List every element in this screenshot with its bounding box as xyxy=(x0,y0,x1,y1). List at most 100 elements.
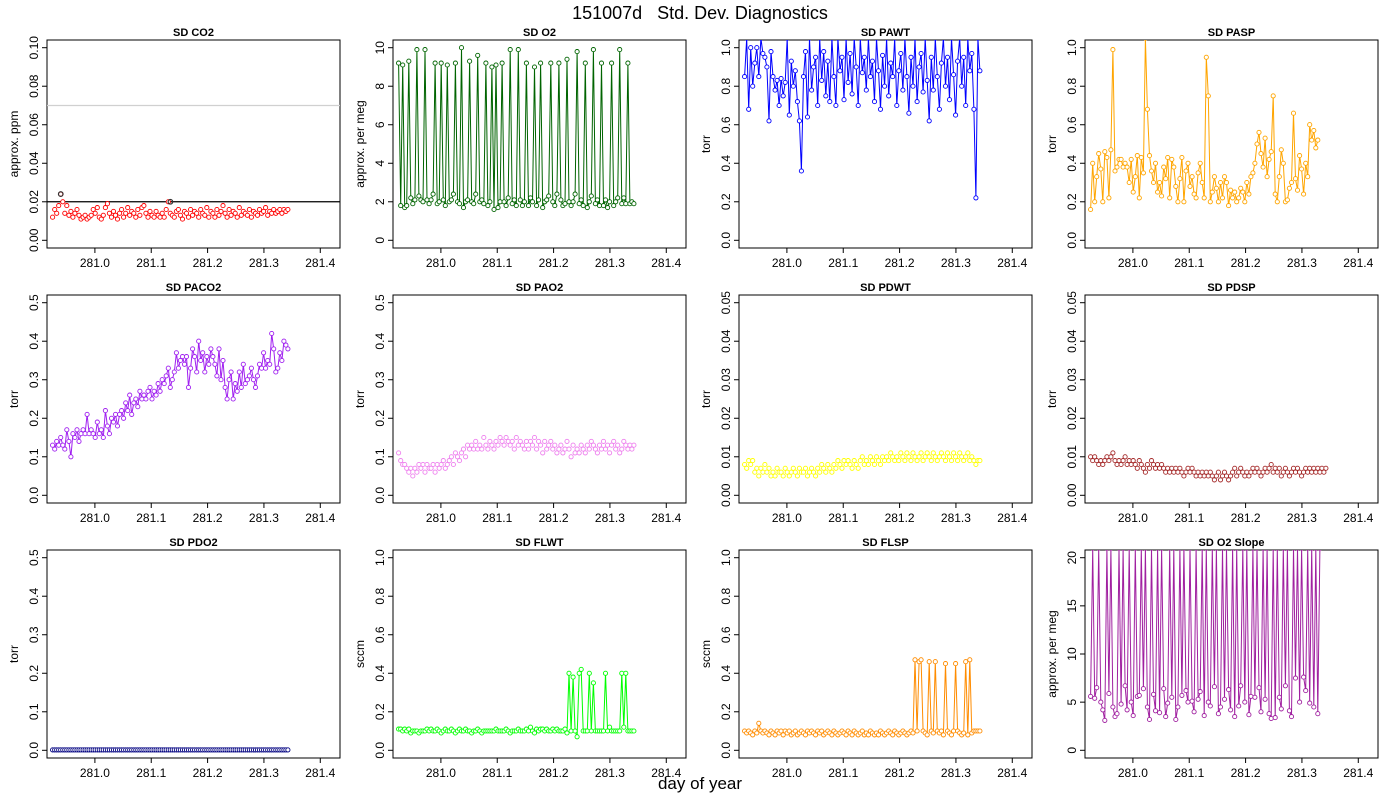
data-point xyxy=(175,365,181,371)
data-point xyxy=(467,58,473,64)
data-point xyxy=(256,361,263,367)
data-point xyxy=(444,62,450,68)
data-point xyxy=(1280,160,1286,166)
data-point xyxy=(90,206,96,213)
data-point xyxy=(92,210,98,216)
data-point xyxy=(60,442,66,448)
data-point xyxy=(460,446,467,452)
data-point xyxy=(232,210,238,216)
data-point xyxy=(859,454,865,460)
data-point xyxy=(586,199,592,205)
data-point xyxy=(574,446,580,452)
data-point xyxy=(609,442,615,448)
x-tick-label: 281.0 xyxy=(1118,766,1148,780)
data-point xyxy=(70,431,76,437)
data-point xyxy=(584,442,590,448)
data-point xyxy=(521,199,527,205)
data-point xyxy=(1152,160,1159,166)
data-point xyxy=(794,99,800,105)
data-point xyxy=(1157,710,1163,716)
data-point xyxy=(802,49,809,55)
data-point xyxy=(1228,473,1234,479)
data-point xyxy=(1246,473,1252,479)
data-point xyxy=(594,197,600,203)
y-tick-label: 0.3 xyxy=(27,371,41,388)
data-point xyxy=(1117,550,1121,551)
data-point xyxy=(558,197,564,203)
data-point xyxy=(1106,458,1112,464)
y-axis-label: torr xyxy=(7,390,21,408)
data-point xyxy=(123,400,129,406)
data-point xyxy=(509,438,515,444)
data-point xyxy=(159,210,165,216)
data-point xyxy=(859,70,865,76)
data-point xyxy=(831,74,837,80)
data-point xyxy=(605,205,611,211)
y-tick-label: 0.8 xyxy=(719,78,733,95)
data-point xyxy=(1240,189,1246,195)
data-point xyxy=(1112,168,1118,174)
data-point xyxy=(159,377,165,383)
x-tick-label: 281.0 xyxy=(772,511,802,525)
data-point xyxy=(1088,693,1094,699)
data-point xyxy=(171,369,177,375)
data-point xyxy=(898,50,904,57)
panel-title: SD PDSP xyxy=(1207,282,1255,294)
data-point xyxy=(562,726,568,732)
data-point xyxy=(1246,191,1252,197)
data-point xyxy=(1150,179,1157,186)
x-tick-label: 281.2 xyxy=(885,766,915,780)
data-point xyxy=(1241,550,1245,551)
data-point xyxy=(1301,191,1307,197)
data-point xyxy=(1276,465,1282,471)
y-tick-label: 0.6 xyxy=(719,626,733,643)
data-point xyxy=(62,446,68,452)
y-tick-label: 0.0 xyxy=(1065,232,1079,249)
y-tick-label: 0.8 xyxy=(719,588,733,605)
data-point xyxy=(194,369,200,375)
data-point xyxy=(762,461,768,468)
data-point xyxy=(916,64,922,70)
x-tick-label: 281.3 xyxy=(249,256,279,270)
data-point xyxy=(1140,465,1146,471)
data-point xyxy=(1238,465,1244,471)
data-point xyxy=(212,361,218,367)
data-point xyxy=(497,434,503,441)
data-point xyxy=(1323,465,1329,471)
data-point xyxy=(942,661,949,667)
data-point xyxy=(910,83,916,89)
data-point xyxy=(888,450,894,456)
data-point xyxy=(1254,465,1260,471)
data-point xyxy=(938,60,944,66)
data-point xyxy=(1285,550,1290,551)
data-point xyxy=(1234,473,1240,479)
data-point xyxy=(1250,170,1256,176)
y-tick-label: 0.5 xyxy=(27,549,41,566)
data-point xyxy=(1132,174,1138,180)
data-point xyxy=(1143,40,1148,41)
data-point xyxy=(1090,160,1096,166)
data-point xyxy=(1106,195,1112,201)
data-point xyxy=(1122,160,1128,166)
data-point xyxy=(880,52,886,58)
x-tick-label: 281.1 xyxy=(828,511,858,525)
data-point xyxy=(489,442,495,448)
data-point xyxy=(521,446,527,452)
data-point xyxy=(1122,683,1128,689)
data-point xyxy=(748,461,754,468)
data-point xyxy=(94,419,100,425)
data-point xyxy=(396,60,402,66)
data-point xyxy=(550,199,556,205)
data-point xyxy=(1295,550,1300,551)
data-point xyxy=(220,357,226,364)
data-point xyxy=(436,199,442,205)
data-point xyxy=(418,465,424,471)
y-tick-label: 0.4 xyxy=(373,665,387,682)
data-point xyxy=(513,434,519,441)
data-point xyxy=(1173,716,1179,723)
data-point xyxy=(1193,195,1199,201)
data-point xyxy=(452,450,458,456)
data-point xyxy=(1276,694,1282,700)
data-point xyxy=(456,201,463,207)
y-tick-label: 0.05 xyxy=(719,291,733,315)
